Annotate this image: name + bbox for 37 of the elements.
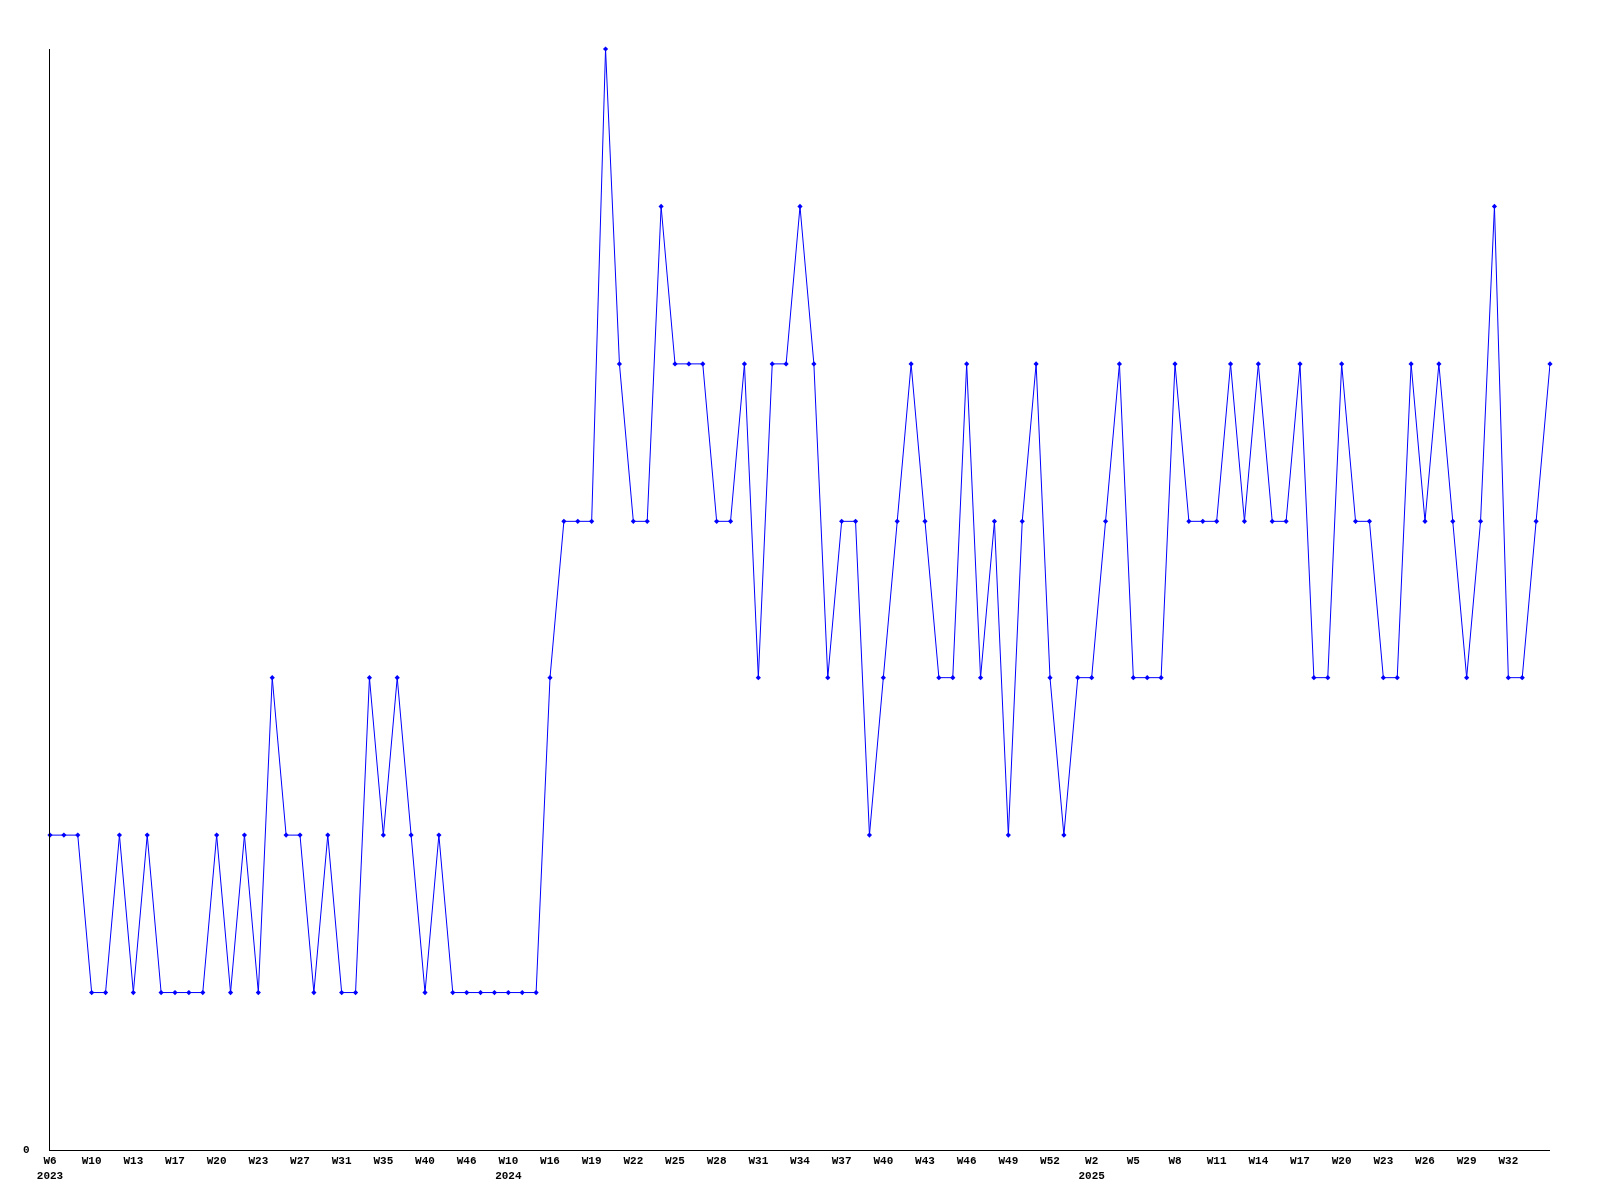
x-tick-label: W14: [1248, 1155, 1269, 1168]
x-tick-label: W23: [1373, 1155, 1394, 1168]
x-tick-label: W49: [998, 1155, 1019, 1168]
x-tick-label: W52: [1040, 1155, 1060, 1168]
x-tick-label: W31: [331, 1155, 352, 1168]
x-tick-label: W17: [165, 1155, 185, 1168]
x-tick-label: W43: [915, 1155, 936, 1168]
x-tick-label: W20: [1331, 1155, 1352, 1168]
x-tick-label: W34: [790, 1155, 811, 1168]
x-tick-label: W11: [1206, 1155, 1227, 1168]
x-tick-label: W16: [540, 1155, 560, 1168]
x-tick-label: W20: [206, 1155, 227, 1168]
x-tick-label: W5: [1126, 1155, 1141, 1168]
x-tick-label: W37: [831, 1155, 852, 1168]
x-tick-label: W17: [1290, 1155, 1310, 1168]
x-tick-label: W46: [956, 1155, 977, 1168]
x-tick-label: W19: [581, 1155, 602, 1168]
x-tick-label: W8: [1168, 1155, 1182, 1168]
x-tick-label: W13: [123, 1155, 144, 1168]
x-tick-label: W46: [456, 1155, 477, 1168]
x-tick-label: W32: [1498, 1155, 1519, 1168]
text: 0: [23, 1144, 30, 1156]
x-tick-label: W2 2025: [1078, 1155, 1106, 1182]
x-tick-label: W40: [415, 1155, 435, 1168]
x-tick-label: W31: [748, 1155, 769, 1168]
x-tick-label: W6 2023: [36, 1155, 64, 1182]
x-tick-label: W22: [623, 1155, 644, 1168]
x-tick-label: W29: [1456, 1155, 1477, 1168]
x-tick-label: W23: [248, 1155, 269, 1168]
x-tick-label: W35: [373, 1155, 394, 1168]
x-tick-label: W27: [290, 1155, 310, 1168]
x-tick-label: W25: [665, 1155, 686, 1168]
x-tick-label: W26: [1415, 1155, 1435, 1168]
x-tick-label: W28: [706, 1155, 727, 1168]
x-tick-label: W10: [81, 1155, 102, 1168]
x-tick-label: W10 2024: [495, 1155, 522, 1182]
x-tick-label: W40: [873, 1155, 894, 1168]
